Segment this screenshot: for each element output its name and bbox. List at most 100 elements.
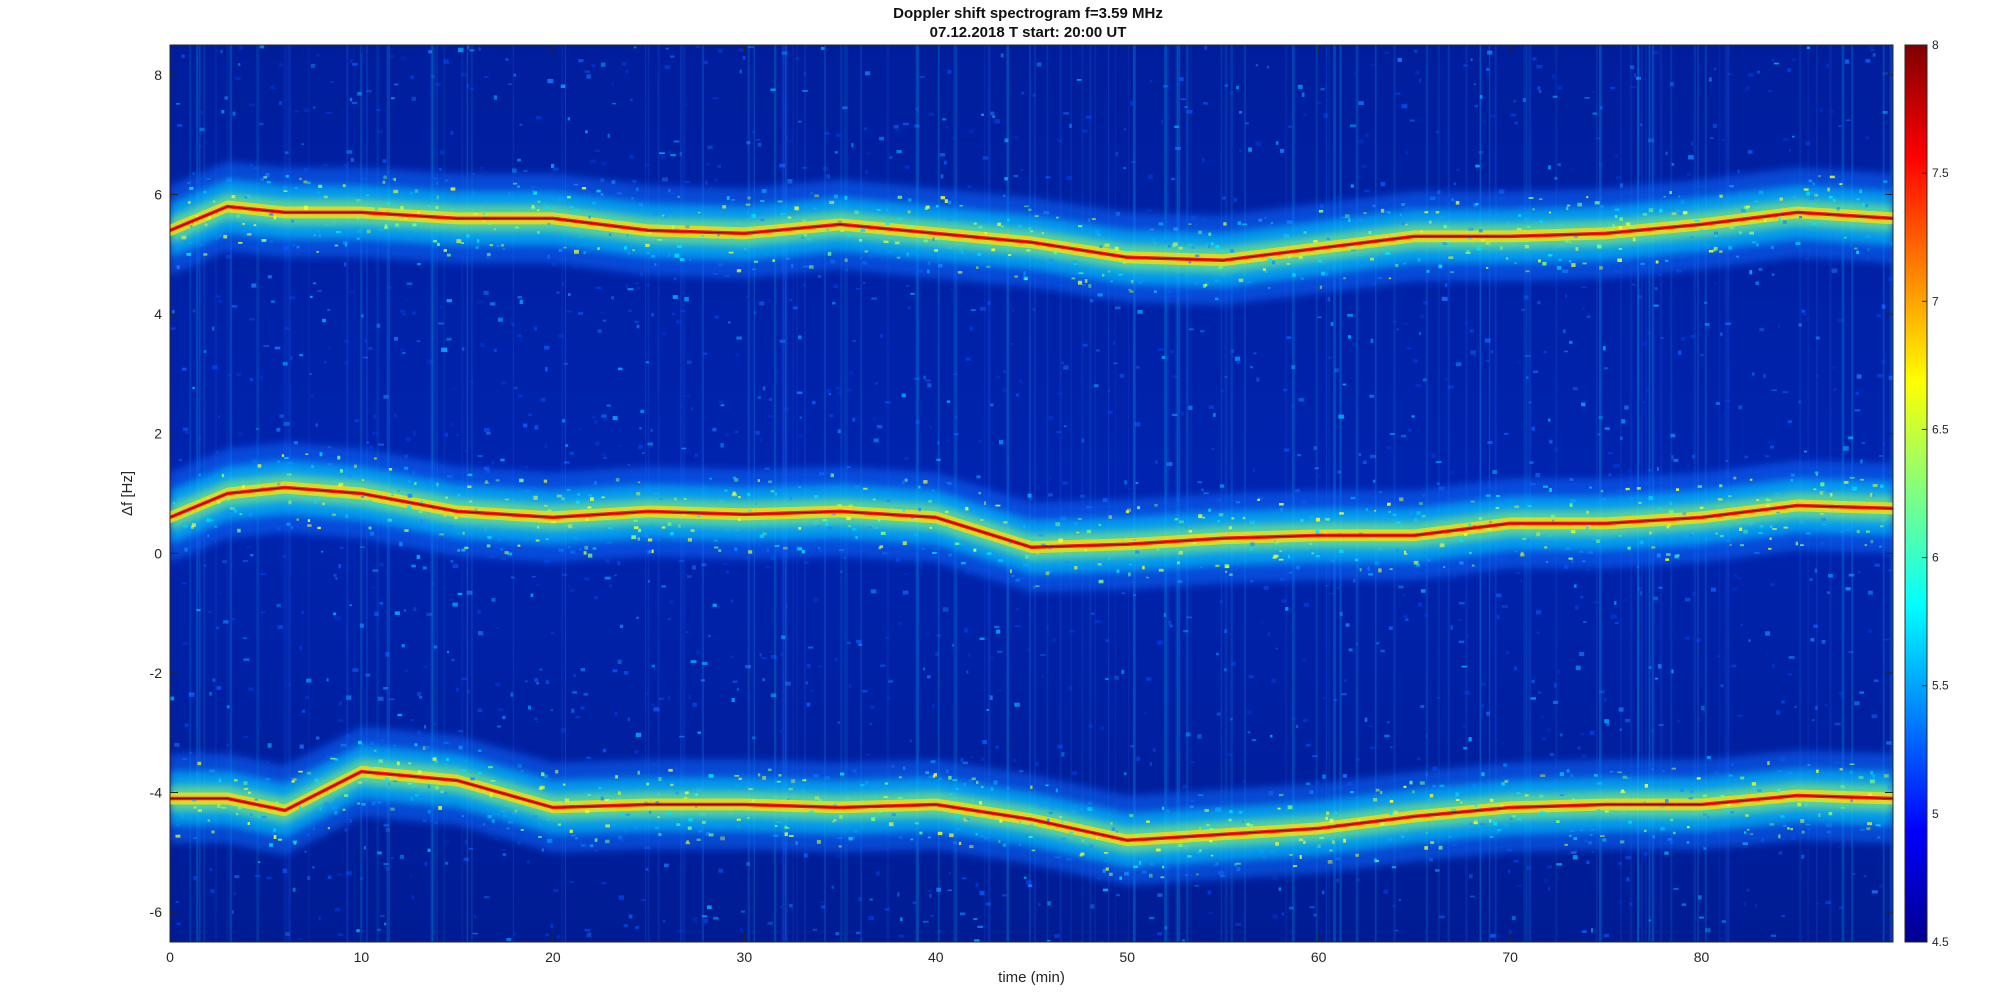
band-speck bbox=[1029, 824, 1034, 826]
noise-speck bbox=[1758, 267, 1763, 272]
band-speck bbox=[221, 473, 225, 478]
band-speck bbox=[973, 548, 977, 552]
band-speck bbox=[646, 252, 650, 255]
band-speck bbox=[976, 780, 979, 784]
noise-speck bbox=[684, 395, 691, 397]
noise-speck bbox=[1868, 590, 1873, 595]
band-speck bbox=[537, 200, 541, 203]
noise-speck bbox=[1580, 595, 1584, 599]
noise-speck bbox=[1620, 183, 1623, 188]
noise-speck bbox=[1398, 585, 1404, 589]
band-speck bbox=[1191, 246, 1195, 249]
band-speck bbox=[319, 807, 322, 811]
noise-speck bbox=[446, 337, 452, 341]
noise-speck bbox=[634, 926, 640, 929]
band-speck bbox=[1797, 802, 1802, 807]
band-speck bbox=[897, 195, 903, 199]
noise-speck bbox=[1629, 65, 1635, 70]
band-speck bbox=[1807, 764, 1811, 767]
noise-speck bbox=[1670, 433, 1676, 438]
band-speck bbox=[296, 518, 299, 521]
noise-speck bbox=[1239, 111, 1243, 114]
noise-speck bbox=[212, 678, 216, 682]
noise-speck bbox=[1345, 623, 1350, 627]
band-speck bbox=[314, 778, 318, 783]
band-speck bbox=[767, 209, 772, 213]
noise-speck bbox=[1721, 413, 1727, 416]
band-speck bbox=[1519, 553, 1525, 557]
band-speck bbox=[1424, 846, 1428, 850]
noise-speck bbox=[740, 910, 745, 913]
noise-speck bbox=[837, 429, 841, 434]
band-speck bbox=[647, 538, 653, 542]
noise-speck bbox=[759, 438, 762, 443]
band-speck bbox=[237, 806, 242, 810]
band-speck bbox=[284, 457, 289, 459]
noise-speck bbox=[973, 918, 978, 920]
noise-speck bbox=[959, 912, 966, 916]
noise-speck bbox=[834, 657, 838, 662]
noise-speck bbox=[411, 311, 417, 315]
band-speck bbox=[1614, 820, 1620, 825]
noise-speck bbox=[1781, 700, 1785, 704]
band-speck bbox=[1158, 568, 1164, 572]
band-speck bbox=[319, 470, 323, 473]
noise-speck bbox=[1782, 391, 1789, 394]
band-speck bbox=[495, 479, 500, 482]
band-speck bbox=[838, 823, 842, 828]
band-speck bbox=[1800, 819, 1805, 823]
band-speck bbox=[485, 480, 488, 483]
noise-speck bbox=[1598, 162, 1604, 167]
band-speck bbox=[984, 836, 989, 840]
noise-speck bbox=[1255, 64, 1258, 67]
band-speck bbox=[688, 507, 693, 511]
noise-speck bbox=[1751, 372, 1755, 376]
noise-speck bbox=[685, 103, 687, 107]
noise-speck bbox=[318, 916, 321, 921]
noise-speck bbox=[669, 600, 674, 604]
noise-speck bbox=[278, 101, 283, 106]
band-speck bbox=[1445, 239, 1451, 243]
noise-speck bbox=[1613, 463, 1620, 468]
band-speck bbox=[1531, 821, 1537, 825]
band-speck bbox=[1088, 284, 1092, 288]
noise-speck bbox=[1188, 405, 1193, 410]
band-speck bbox=[1229, 810, 1233, 814]
band-speck bbox=[648, 810, 652, 814]
band-speck bbox=[830, 473, 834, 478]
band-speck bbox=[615, 775, 618, 779]
band-speck bbox=[263, 176, 268, 179]
band-speck bbox=[524, 489, 530, 493]
band-speck bbox=[1084, 279, 1088, 283]
noise-speck bbox=[809, 689, 814, 693]
band-speck bbox=[292, 840, 297, 843]
band-speck bbox=[1237, 830, 1241, 833]
band-speck bbox=[1329, 849, 1333, 852]
noise-speck bbox=[1320, 88, 1325, 91]
band-speck bbox=[537, 525, 540, 529]
noise-speck bbox=[694, 453, 699, 457]
band-speck bbox=[1819, 799, 1824, 802]
band-speck bbox=[1840, 785, 1845, 789]
band-speck bbox=[1292, 865, 1298, 868]
band-speck bbox=[1198, 230, 1202, 235]
noise-speck bbox=[952, 137, 955, 140]
band-speck bbox=[1683, 211, 1688, 215]
band-speck bbox=[369, 765, 374, 768]
band-speck bbox=[1380, 790, 1383, 795]
band-speck bbox=[1139, 860, 1142, 865]
band-speck bbox=[1556, 265, 1562, 270]
noise-speck bbox=[650, 428, 653, 432]
noise-speck bbox=[335, 577, 338, 580]
band-speck bbox=[1806, 191, 1811, 196]
noise-speck bbox=[661, 585, 666, 588]
noise-speck bbox=[1219, 600, 1223, 603]
band-speck bbox=[1588, 841, 1592, 845]
band-speck bbox=[1204, 809, 1209, 812]
band-speck bbox=[1878, 791, 1882, 795]
noise-speck bbox=[305, 696, 309, 699]
noise-speck bbox=[461, 677, 468, 680]
noise-speck bbox=[189, 752, 193, 755]
